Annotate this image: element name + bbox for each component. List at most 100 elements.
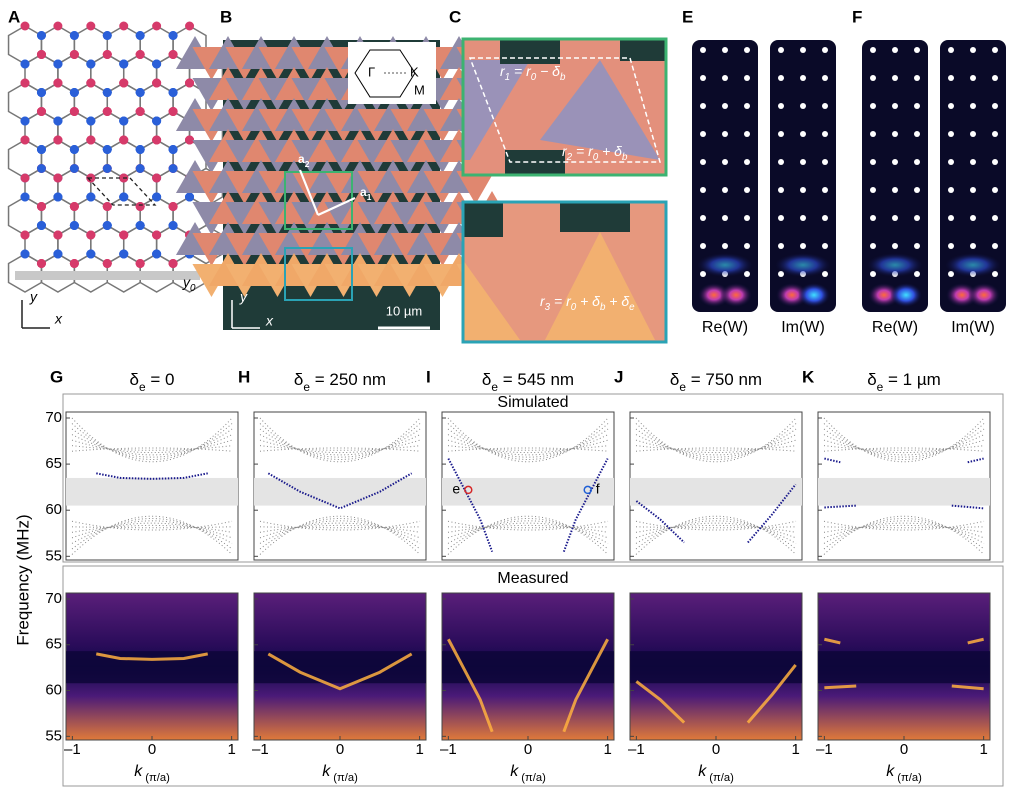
site	[744, 131, 750, 137]
bulk-band	[447, 515, 609, 555]
lattice-site	[36, 145, 46, 154]
bulk-band	[823, 439, 985, 453]
radius-label-part: 3	[545, 302, 551, 313]
y-tick-label: 60	[45, 501, 62, 518]
mode	[867, 253, 923, 277]
site	[744, 215, 750, 221]
axes-arrows	[21, 300, 50, 329]
site	[700, 103, 706, 109]
edge-state	[635, 483, 797, 544]
site	[992, 75, 998, 81]
site	[970, 215, 976, 221]
bulk-band	[259, 447, 421, 452]
mode	[968, 283, 1000, 307]
bulk-band	[447, 423, 609, 460]
x-tick-label: 1	[791, 741, 799, 758]
lattice-edge	[57, 110, 92, 151]
mode	[720, 283, 752, 307]
radius-label: r1 = r0 − δb	[500, 63, 566, 83]
site	[870, 75, 876, 81]
lattice-edge	[73, 25, 109, 65]
bz-hexagon	[354, 49, 416, 98]
hole	[500, 39, 560, 64]
x-axis-label-part: (π/a)	[518, 772, 546, 784]
lattice-edge	[139, 25, 174, 65]
lattice-site	[119, 59, 129, 69]
panel-letter: K	[802, 367, 815, 386]
radius-label-part: = r	[510, 63, 532, 79]
site	[778, 47, 784, 53]
bulk-band	[635, 526, 797, 529]
gap-dark	[442, 651, 614, 684]
radius-label-part: 0	[571, 302, 577, 313]
bulk-band	[259, 423, 421, 460]
boundary-label-part: y	[182, 274, 191, 290]
lattice-site	[152, 173, 162, 183]
lattice-site	[119, 135, 129, 145]
field-map	[862, 40, 928, 312]
axis-label: x	[265, 313, 274, 329]
lattice-edge	[40, 25, 76, 65]
bulk-band	[823, 447, 985, 452]
lattice-site	[102, 259, 112, 268]
radius-label-part: b	[622, 152, 628, 163]
lattice-site	[69, 145, 79, 154]
lattice-site	[69, 221, 79, 230]
lattice-vectors	[298, 169, 356, 216]
bulk-band	[823, 520, 985, 531]
panel-title-part: e	[491, 380, 498, 394]
x-tick-label: –1	[628, 741, 645, 758]
lattice-edge	[90, 110, 125, 151]
lattice-edge	[57, 167, 92, 208]
vector-label-part: a	[360, 185, 367, 199]
x-tick-label: 1	[979, 741, 987, 758]
x-axis-label-part: (π/a)	[706, 772, 734, 784]
field-label: Re(W)	[872, 319, 918, 336]
edge-state-measured	[824, 637, 984, 691]
radius-label-part: b	[560, 72, 566, 83]
lattice-site	[135, 164, 145, 173]
edge-state-measured	[267, 652, 413, 691]
lattice-site	[36, 107, 46, 116]
lattice-edge	[57, 224, 92, 265]
x-tick-label: 1	[415, 741, 423, 758]
mode	[945, 253, 1001, 277]
lattice-site	[119, 249, 129, 259]
bulk-band	[259, 526, 421, 529]
site	[700, 187, 706, 193]
x-axis-label: k (π/a)	[322, 763, 358, 784]
lattice-site	[152, 78, 162, 88]
panel-title-part: e	[303, 380, 310, 394]
site	[800, 75, 806, 81]
lattice-site	[102, 88, 112, 97]
panel-letter: C	[449, 7, 461, 26]
site	[892, 187, 898, 193]
lattice-site	[135, 145, 145, 154]
lattice-site	[53, 78, 63, 88]
meas-frame	[62, 565, 1004, 787]
site	[992, 103, 998, 109]
site	[822, 103, 828, 109]
edge-state	[96, 472, 208, 480]
x-axis-label-part: (π/a)	[142, 772, 170, 784]
site	[822, 47, 828, 53]
lattice-site	[135, 31, 145, 40]
bulk-band	[447, 520, 609, 544]
lattice-site	[86, 135, 96, 145]
lattice-site	[36, 50, 46, 59]
site	[822, 75, 828, 81]
radius-label-part: − δ	[536, 63, 560, 79]
lattice-edge	[7, 25, 43, 65]
radius-label: r3 = r0 + δb + δe	[540, 293, 635, 313]
site	[892, 47, 898, 53]
site	[870, 215, 876, 221]
y-axis-label: Frequency (MHz)	[13, 514, 32, 645]
site	[970, 187, 976, 193]
bulk-band	[635, 439, 797, 453]
radius-label-part: + δ	[598, 143, 622, 159]
edge-state-measured	[447, 638, 609, 733]
x-tick-label: 0	[148, 741, 156, 758]
radius-label: r2 = r0 + δb	[562, 143, 628, 163]
lattice-edge	[122, 224, 158, 265]
lattice-edge	[73, 196, 109, 236]
